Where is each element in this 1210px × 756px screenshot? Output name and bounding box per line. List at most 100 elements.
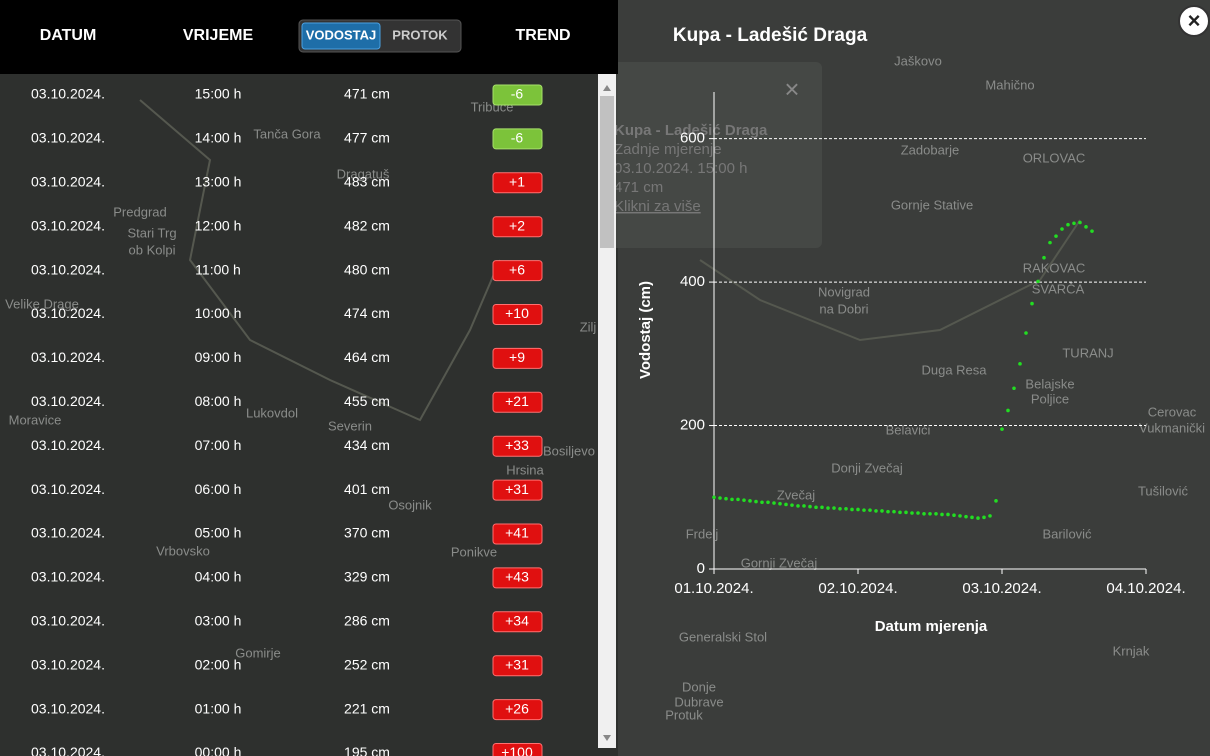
- map-label: TURANJ: [1062, 345, 1113, 360]
- data-point: [1078, 220, 1082, 225]
- table-cell: 03.10.2024.: [31, 349, 105, 365]
- table-cell: 11:00 h: [195, 261, 241, 277]
- trend-badge: [492, 479, 543, 501]
- river: [699, 219, 1081, 342]
- table-cell: 477 cm: [344, 130, 390, 146]
- table-cell: 03.10.2024.: [31, 130, 105, 146]
- trend-badge: [492, 655, 543, 677]
- data-point: [1042, 255, 1046, 260]
- data-point: [868, 508, 872, 512]
- scroll-up[interactable]: [603, 85, 611, 91]
- trend-value: +31: [505, 656, 529, 672]
- data-point: [748, 499, 752, 503]
- map-label: Generalski Stol: [679, 629, 767, 644]
- map-label: Cerovac: [1148, 404, 1197, 419]
- trend-value: +6: [509, 261, 525, 277]
- trend-badge: [492, 216, 543, 238]
- data-point: [910, 511, 914, 515]
- close-button[interactable]: [1178, 5, 1210, 37]
- data-point: [1030, 301, 1034, 306]
- table-cell: 10:00 h: [195, 305, 242, 321]
- data-point: [886, 509, 890, 514]
- data-point: [958, 514, 962, 518]
- table-cell: 195 cm: [344, 744, 390, 756]
- table-cell: 474 cm: [344, 305, 390, 321]
- table-cell: 03.10.2024.: [31, 525, 105, 541]
- map-label: Novigrad: [818, 284, 870, 299]
- table-cell: 05:00 h: [195, 525, 242, 541]
- trend-value: +41: [505, 525, 529, 541]
- data-point: [898, 510, 902, 515]
- data-point: [766, 500, 770, 505]
- map-label: Hrsina: [506, 462, 544, 477]
- map-label: ŠVARČA: [1032, 281, 1085, 296]
- data-point: [832, 506, 836, 510]
- map-label: Osojnik: [388, 497, 432, 512]
- popup-close[interactable]: ×: [784, 74, 799, 104]
- map-label: Moravice: [9, 412, 62, 427]
- trend-badge: [492, 391, 543, 413]
- data-point: [922, 511, 926, 516]
- data-point: [718, 496, 722, 500]
- toggle-option[interactable]: VODOSTAJ: [306, 27, 377, 42]
- data-point: [1090, 229, 1094, 233]
- toggle-active[interactable]: [301, 22, 381, 50]
- trend-badge: [492, 611, 543, 633]
- map-label: Lukovdol: [246, 405, 298, 420]
- table-cell: 13:00 h: [195, 174, 242, 190]
- table-cell: 03.10.2024.: [31, 481, 105, 497]
- table-cell: 15:00 h: [195, 86, 242, 102]
- map-label: Donje: [682, 679, 716, 694]
- map-label: Vukmanički: [1139, 420, 1205, 435]
- table-cell: 12:00 h: [195, 217, 242, 233]
- table-cell: 370 cm: [344, 525, 390, 541]
- toggle-option[interactable]: PROTOK: [392, 27, 448, 42]
- scroll-thumb[interactable]: [600, 96, 614, 248]
- trend-value: +100: [501, 744, 533, 756]
- data-point: [1072, 221, 1076, 226]
- data-point: [808, 504, 812, 509]
- table-cell: 03.10.2024.: [31, 86, 105, 102]
- map-label: Dubrave: [674, 694, 723, 709]
- table-cell: 01:00 h: [195, 700, 242, 716]
- scroll-down[interactable]: [603, 735, 611, 741]
- map-label: Frdelj: [686, 526, 719, 541]
- table-cell: 04:00 h: [195, 569, 242, 585]
- map-label: Gomirje: [235, 645, 281, 660]
- trend-value: +1: [509, 174, 525, 190]
- table-cell: 434 cm: [344, 437, 390, 453]
- trend-badge: [492, 699, 543, 721]
- data-point: [1024, 331, 1028, 335]
- popup-line: 03.10.2024. 15:00 h: [614, 160, 747, 177]
- map-label: Donji Zvečaj: [831, 460, 903, 475]
- data-point: [976, 516, 980, 520]
- table-cell: 482 cm: [344, 217, 390, 233]
- table-cell: 03.10.2024.: [31, 393, 105, 409]
- data-point: [1048, 240, 1052, 245]
- y-axis-label: Vodostaj (cm): [637, 281, 654, 379]
- map-label: Duga Resa: [921, 362, 987, 377]
- trend-value: +34: [505, 613, 529, 629]
- table-cell: 455 cm: [344, 393, 390, 409]
- table-cell: 471 cm: [344, 86, 390, 102]
- table-cell: 03.10.2024.: [31, 700, 105, 716]
- map-label: RAKOVAC: [1023, 260, 1086, 275]
- column-header: TREND: [515, 27, 570, 44]
- map-label: Krnjak: [1113, 643, 1150, 658]
- popup: [600, 62, 822, 248]
- map-label: Predgrad: [113, 204, 166, 219]
- popup-text: Kupa - Ladešić Draga Zadnje mjerenje 03.10…: [614, 122, 768, 215]
- map-label: Zvečaj: [777, 487, 815, 502]
- y-tick-label: 0: [697, 560, 705, 577]
- column-header: VRIJEME: [183, 27, 254, 44]
- trend-badge: [492, 128, 543, 150]
- table-cell: 14:00 h: [195, 130, 242, 146]
- popup-line: Kupa - Ladešić Draga: [614, 122, 768, 139]
- close-icon[interactable]: ×: [1188, 8, 1201, 33]
- table-cell: 286 cm: [344, 613, 390, 629]
- data-point: [940, 512, 944, 517]
- table-cell: 08:00 h: [195, 393, 242, 409]
- table-cell: 03.10.2024.: [31, 437, 105, 453]
- data-point: [796, 504, 800, 508]
